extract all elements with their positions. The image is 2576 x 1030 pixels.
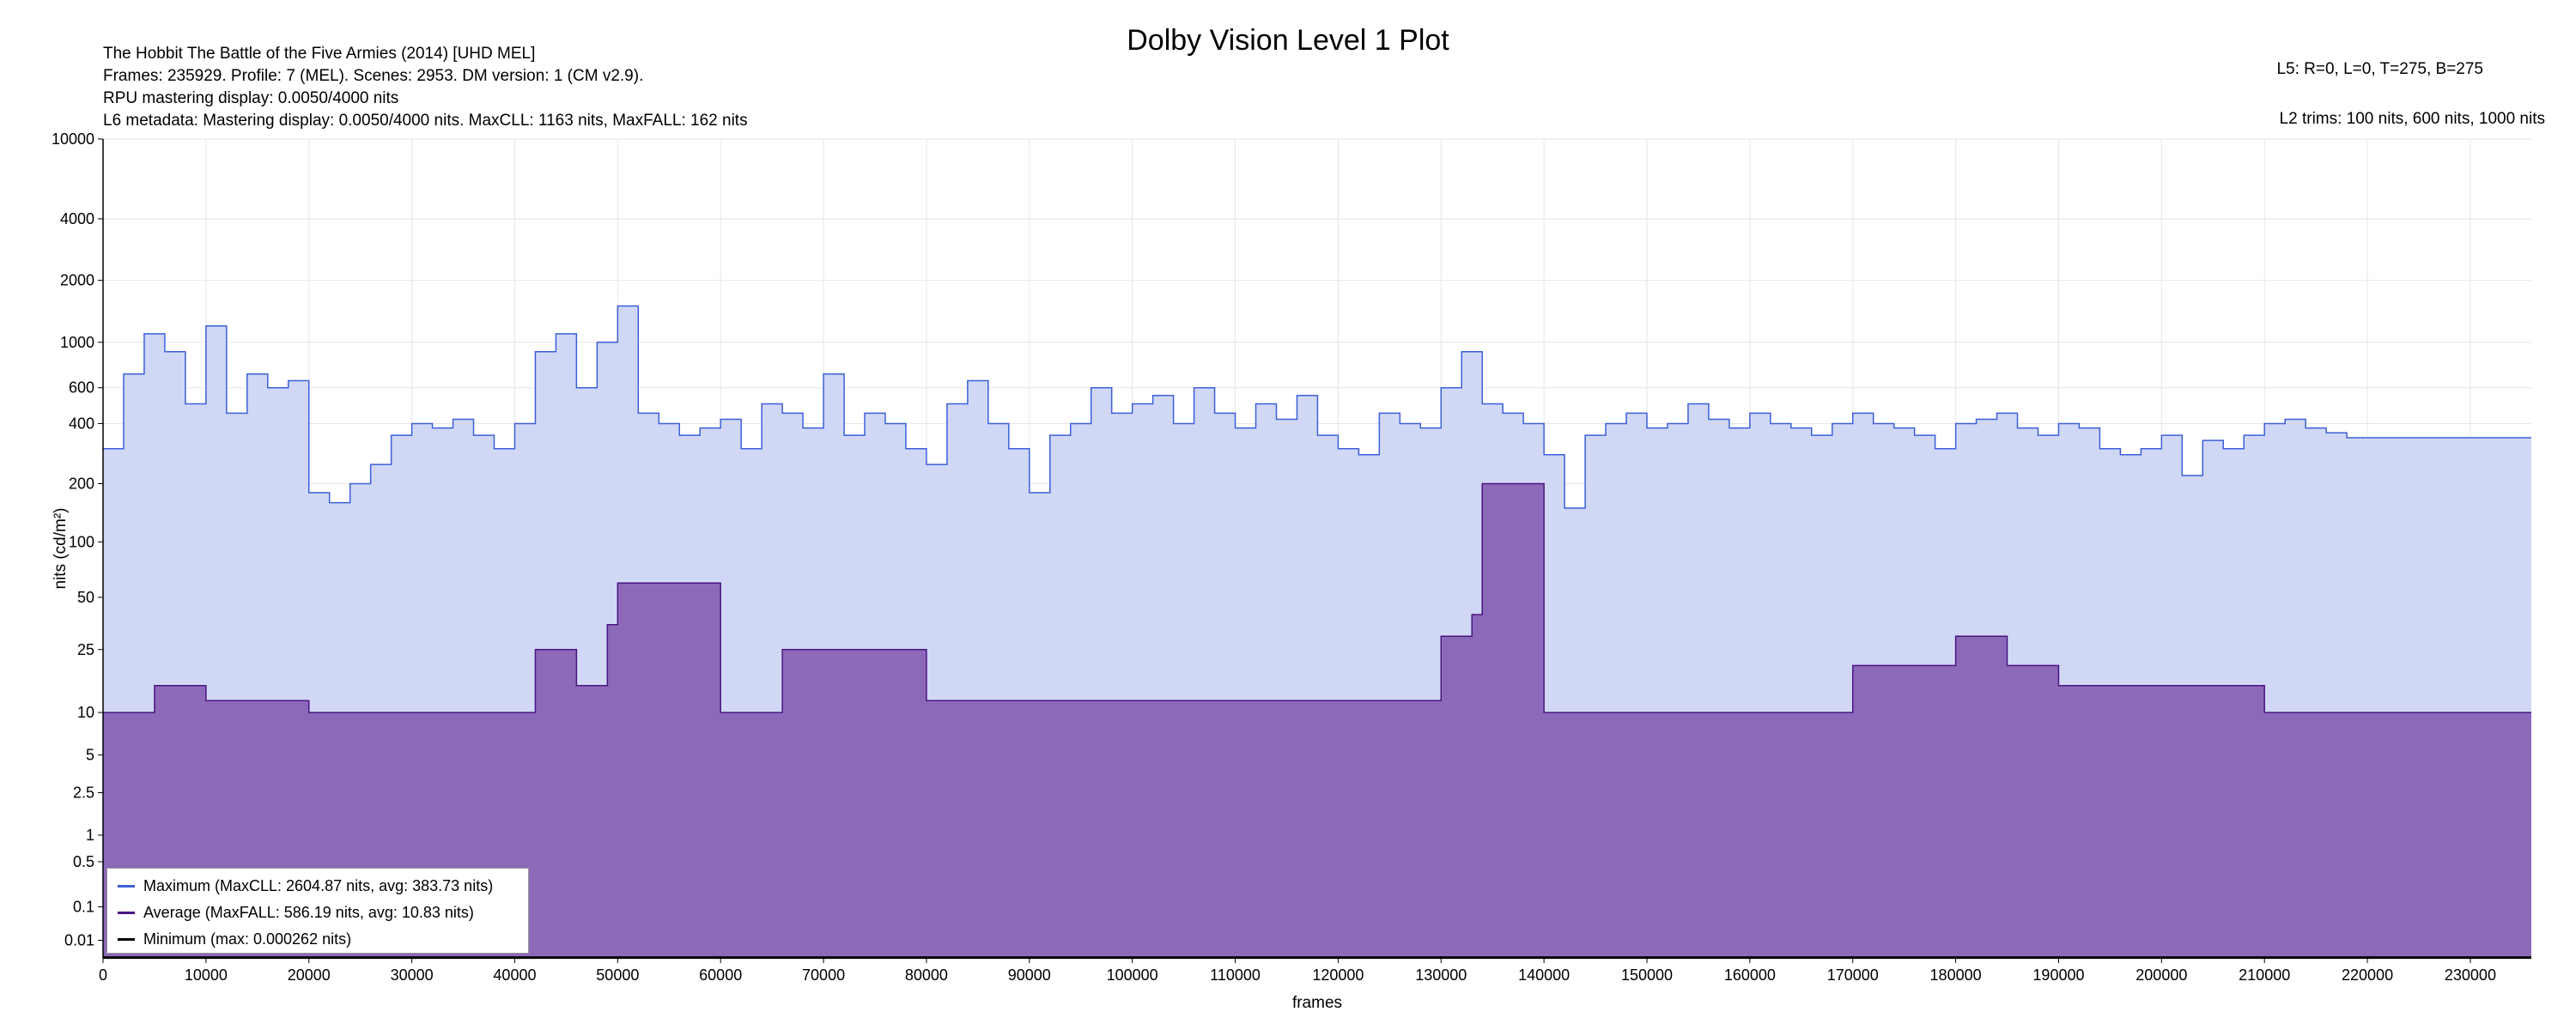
legend: Maximum (MaxCLL: 2604.87 nits, avg: 383.… [106,868,529,954]
x-tick-label: 140000 [1518,966,1570,984]
legend-label-maximum: Maximum (MaxCLL: 2604.87 nits, avg: 383.… [143,877,494,894]
legend-swatch-average [118,912,135,914]
x-tick-label: 230000 [2445,966,2496,984]
y-tick-label: 400 [69,415,94,432]
y-tick-label: 2.5 [73,785,94,802]
chart-title: Dolby Vision Level 1 Plot [1127,24,1449,57]
x-tick-label: 70000 [802,966,845,984]
y-tick-label: 4000 [60,210,94,227]
l5-info: L5: R=0, L=0, T=275, B=275 [2276,60,2483,78]
y-tick-label: 1 [86,827,94,844]
legend-item-maximum: Maximum (MaxCLL: 2604.87 nits, avg: 383.… [107,874,528,899]
average-area [103,483,2531,958]
x-axis-label: frames [1292,994,1342,1012]
info-line-l6: L6 metadata: Mastering display: 0.0050/4… [103,112,748,130]
x-tick-label: 40000 [493,966,536,984]
x-tick-label: 0 [99,966,107,984]
x-tick-label: 50000 [596,966,639,984]
x-tick-label: 110000 [1210,966,1261,984]
x-tick-label: 100000 [1107,966,1158,984]
y-tick-label: 10000 [52,130,94,148]
x-tick-label: 60000 [699,966,742,984]
average-line [103,482,2531,713]
y-tick-label: 100 [69,533,94,550]
legend-item-average: Average (MaxFALL: 586.19 nits, avg: 10.8… [107,900,528,925]
info-line-frames: Frames: 235929. Profile: 7 (MEL). Scenes… [103,67,644,85]
y-tick-label: 0.5 [73,853,94,870]
x-tick-label: 150000 [1621,966,1673,984]
x-tick-label: 130000 [1415,966,1467,984]
x-tick-label: 170000 [1827,966,1879,984]
legend-item-minimum: Minimum (max: 0.000262 nits) [107,927,528,952]
y-tick-label: 0.1 [73,899,94,916]
series-average [103,482,2531,958]
y-tick-label: 10 [77,704,94,721]
y-tick-label: 0.01 [64,932,94,949]
axes [102,139,2531,959]
x-tick-label: 90000 [1008,966,1051,984]
y-tick-label: 25 [77,641,94,658]
y-tick-label: 200 [69,476,94,493]
x-tick-label: 20000 [288,966,331,984]
info-line-title: The Hobbit The Battle of the Five Armies… [103,45,536,63]
y-tick-label: 2000 [60,272,94,289]
x-tick-label: 120000 [1312,966,1364,984]
y-tick-label: 5 [86,747,94,764]
x-tick-label: 210000 [2239,966,2290,984]
info-line-rpu: RPU mastering display: 0.0050/4000 nits [103,89,399,107]
y-tick-label: 50 [77,589,94,606]
maximum-line [103,305,2531,509]
x-tick-label: 190000 [2032,966,2084,984]
legend-label-minimum: Minimum (max: 0.000262 nits) [143,930,352,948]
x-tick-label: 160000 [1724,966,1776,984]
y-axis-label: nits (cd/m²) [52,508,70,590]
ticks: 0 10000 20000 30000 40000 50000 60000 70000 8000… [52,130,2496,984]
y-tick-label: 1000 [60,334,94,351]
x-tick-label: 180000 [1930,966,1982,984]
legend-swatch-minimum [118,938,135,941]
x-tick-label: 220000 [2342,966,2393,984]
x-tick-label: 10000 [185,966,228,984]
x-tick-label: 200000 [2136,966,2187,984]
x-tick-label: 30000 [391,966,434,984]
y-tick-label: 600 [69,379,94,397]
x-tick-label: 80000 [905,966,948,984]
l2-info: L2 trims: 100 nits, 600 nits, 1000 nits [2279,110,2545,128]
info-block: The Hobbit The Battle of the Five Armies… [103,43,748,132]
legend-swatch-maximum [118,885,135,888]
legend-label-average: Average (MaxFALL: 586.19 nits, avg: 10.8… [143,904,474,921]
